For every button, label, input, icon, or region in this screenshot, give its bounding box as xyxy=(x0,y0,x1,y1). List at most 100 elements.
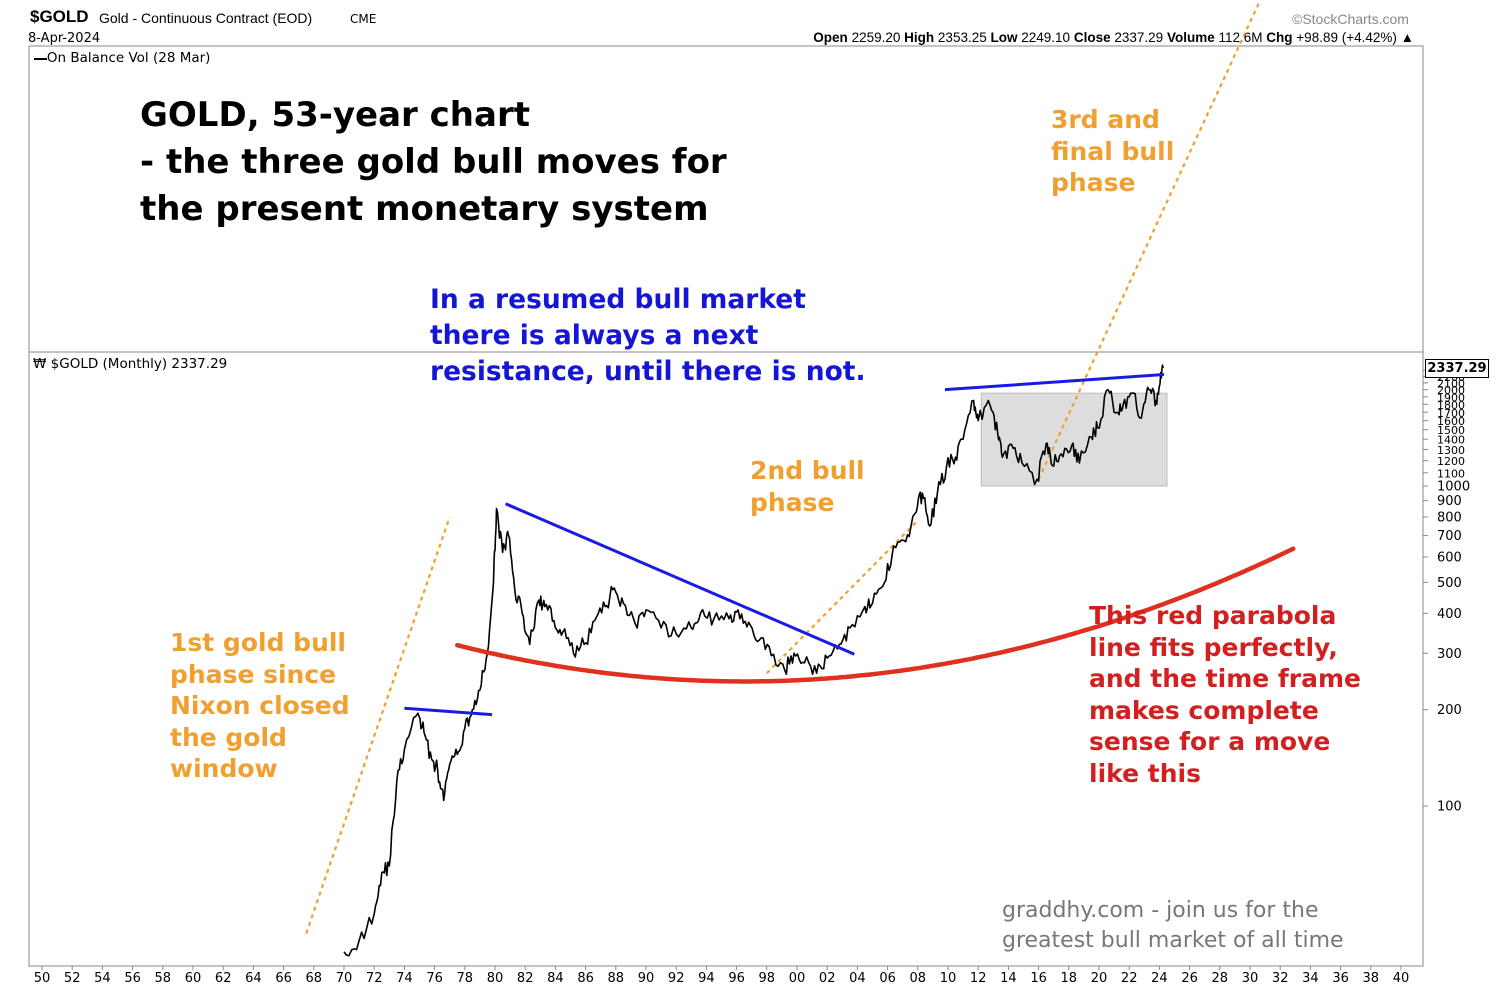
x-tick-label: 54 xyxy=(94,971,111,986)
x-tick-label: 28 xyxy=(1212,971,1229,986)
x-tick-label: 56 xyxy=(124,971,141,986)
high-value: 2353.25 xyxy=(937,30,987,45)
y-tick-label: 600 xyxy=(1437,550,1462,565)
consolidation-box xyxy=(980,392,1168,487)
y-tick-label: 2100 xyxy=(1437,377,1465,390)
obv-panel-label: On Balance Vol (28 Mar) xyxy=(34,50,211,66)
x-tick-label: 78 xyxy=(457,971,474,986)
phase-line-2 xyxy=(766,519,919,674)
x-tick-label: 10 xyxy=(940,971,957,986)
volume-label: Volume xyxy=(1166,30,1215,45)
phase2-note: 2nd bull phase xyxy=(750,456,865,517)
y-tick-label: 1300 xyxy=(1437,444,1465,457)
open-label: Open xyxy=(813,30,848,45)
price-panel-label: ₩ $GOLD (Monthly) 2337.29 xyxy=(33,356,227,372)
obv-panel xyxy=(28,45,1424,353)
y-tick-label: 200 xyxy=(1437,703,1462,718)
gold-price-line xyxy=(343,364,1164,957)
x-tick-label: 04 xyxy=(849,971,866,986)
x-tick-label: 38 xyxy=(1363,971,1380,986)
up-arrow-icon: ▲ xyxy=(1396,30,1414,45)
resistance-line-3 xyxy=(944,373,1165,392)
x-tick-label: 68 xyxy=(306,971,323,986)
price-label-text: $GOLD (Monthly) 2337.29 xyxy=(50,356,228,372)
x-tick-label: 08 xyxy=(910,971,927,986)
obv-label-text: On Balance Vol (28 Mar) xyxy=(46,50,211,66)
x-tick-label: 76 xyxy=(426,971,443,986)
ohlc-readout: Open 2259.20 High 2353.25 Low 2249.10 Cl… xyxy=(813,30,1414,45)
x-tick-label: 18 xyxy=(1061,971,1078,986)
x-tick-label: 20 xyxy=(1091,971,1108,986)
x-tick-label: 86 xyxy=(577,971,594,986)
y-tick-label: 100 xyxy=(1437,800,1462,815)
x-tick-label: 12 xyxy=(970,971,987,986)
high-label: High xyxy=(904,30,935,45)
promo-text: graddhy.com - join us for the greatest b… xyxy=(1002,898,1344,953)
phase3-note: 3rd and final bull phase xyxy=(1051,105,1175,197)
red-parabola xyxy=(455,546,1296,684)
low-label: Low xyxy=(990,30,1018,45)
y-tick-label: 1500 xyxy=(1437,424,1465,437)
x-tick-label: 92 xyxy=(668,971,685,986)
x-tick-label: 88 xyxy=(608,971,625,986)
x-tick-label: 72 xyxy=(366,971,383,986)
chg-label: Chg xyxy=(1266,30,1293,45)
y-tick-label: 1100 xyxy=(1437,467,1465,480)
y-tick-label: 1900 xyxy=(1437,391,1465,404)
phase-line-1 xyxy=(305,516,451,934)
candles-icon: ₩ xyxy=(33,356,47,372)
last-price-tag: 2337.29 xyxy=(1425,359,1489,378)
x-tick-label: 32 xyxy=(1272,971,1289,986)
x-tick-label: 06 xyxy=(879,971,896,986)
exchange-label: CME xyxy=(350,12,377,26)
x-tick-label: 70 xyxy=(336,971,353,986)
x-tick-label: 62 xyxy=(215,971,232,986)
y-tick-label: 1700 xyxy=(1437,407,1465,420)
x-tick-label: 02 xyxy=(819,971,836,986)
price-panel xyxy=(28,351,1424,967)
x-tick-label: 00 xyxy=(789,971,806,986)
y-tick-label: 400 xyxy=(1437,607,1462,622)
x-tick-label: 64 xyxy=(245,971,262,986)
x-tick-label: 66 xyxy=(275,971,292,986)
x-tick-label: 30 xyxy=(1242,971,1259,986)
symbol-label: $GOLD xyxy=(30,7,89,26)
y-tick-label: 1800 xyxy=(1437,399,1465,412)
x-tick-label: 40 xyxy=(1393,971,1410,986)
x-tick-label: 80 xyxy=(487,971,504,986)
x-tick-label: 14 xyxy=(1000,971,1017,986)
phase1-note: 1st gold bull phase since Nixon closed t… xyxy=(170,628,350,783)
y-tick-label: 1400 xyxy=(1437,434,1465,447)
resistance-note: In a resumed bull market there is always… xyxy=(430,284,866,387)
y-tick-label: 1200 xyxy=(1437,455,1465,468)
resistance-line-2 xyxy=(504,502,855,656)
y-tick-label: 1000 xyxy=(1437,480,1470,495)
x-tick-label: 26 xyxy=(1181,971,1198,986)
x-tick-label: 90 xyxy=(638,971,655,986)
x-tick-label: 36 xyxy=(1332,971,1349,986)
y-tick-label: 1600 xyxy=(1437,415,1465,428)
parabola-note: This red parabola line fits perfectly, a… xyxy=(1089,601,1361,788)
resistance-line-1 xyxy=(404,706,493,717)
volume-value: 112.6M xyxy=(1218,30,1263,45)
y-tick-label: 800 xyxy=(1437,511,1462,526)
x-tick-label: 74 xyxy=(396,971,413,986)
x-tick-label: 60 xyxy=(185,971,202,986)
y-tick-label: 700 xyxy=(1437,529,1462,544)
x-tick-label: 82 xyxy=(517,971,534,986)
x-tick-label: 22 xyxy=(1121,971,1138,986)
x-tick-label: 52 xyxy=(64,971,81,986)
chart-title: GOLD, 53-year chart - the three gold bul… xyxy=(140,95,727,229)
y-tick-label: 300 xyxy=(1437,647,1462,662)
y-tick-label: 500 xyxy=(1437,576,1462,591)
chart-date: 8-Apr-2024 xyxy=(28,31,101,46)
x-tick-label: 84 xyxy=(547,971,564,986)
brand-watermark: ©StockCharts.com xyxy=(1292,11,1409,27)
x-tick-label: 16 xyxy=(1030,971,1047,986)
x-tick-label: 94 xyxy=(698,971,715,986)
x-tick-label: 50 xyxy=(34,971,51,986)
close-label: Close xyxy=(1073,30,1111,45)
close-value: 2337.29 xyxy=(1114,30,1164,45)
